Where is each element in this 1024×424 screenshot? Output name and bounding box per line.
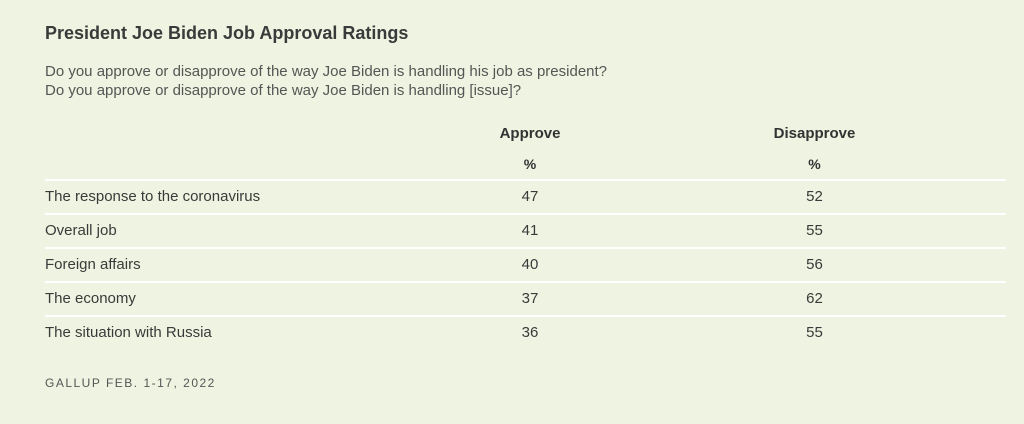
question-line-1: Do you approve or disapprove of the way … — [45, 63, 608, 80]
question-line-2: Do you approve or disapprove of the way … — [45, 82, 522, 99]
row-label: The situation with Russia — [45, 324, 212, 341]
figure-title: President Joe Biden Job Approval Ratings — [45, 23, 409, 43]
column-header-blank — [45, 119, 437, 149]
unit-approve: % — [437, 149, 623, 181]
disapprove-value: 55 — [623, 214, 1006, 249]
unit-row: % % — [45, 149, 1006, 181]
approval-table: Approve Disapprove % % The response to t… — [45, 119, 1006, 349]
disapprove-value: 52 — [623, 180, 1006, 215]
column-header-disapprove: Disapprove — [773, 125, 856, 142]
approval-table-figure: President Joe Biden Job Approval Ratings… — [45, 20, 1006, 349]
source-note: GALLUP FEB. 1-17, 2022 — [45, 376, 216, 390]
table-row: The economy 37 62 — [45, 282, 1006, 317]
disapprove-value: 62 — [623, 282, 1006, 317]
approve-value: 36 — [521, 324, 539, 341]
disapprove-value: 55 — [806, 324, 823, 341]
unit-disapprove: % — [623, 149, 1006, 181]
column-header-row: Approve Disapprove — [45, 119, 1006, 149]
approve-value: 37 — [437, 282, 623, 317]
question-text: Do you approve or disapprove of the way … — [45, 62, 1006, 100]
unit-blank — [45, 149, 437, 181]
column-header-approve: Approve — [499, 125, 561, 142]
table-row: The response to the coronavirus 47 52 — [45, 180, 1006, 215]
table-row: Overall job 41 55 — [45, 214, 1006, 249]
row-label: Overall job — [45, 214, 437, 249]
row-label: The response to the coronavirus — [45, 180, 437, 215]
approve-value: 47 — [437, 180, 623, 215]
approve-value: 41 — [437, 214, 623, 249]
row-label: Foreign affairs — [45, 248, 437, 283]
approve-value: 40 — [437, 248, 623, 283]
row-label: The economy — [45, 282, 437, 317]
table-row: The situation with Russia 36 55 — [45, 316, 1006, 349]
table-row: Foreign affairs 40 56 — [45, 248, 1006, 283]
disapprove-value: 56 — [623, 248, 1006, 283]
